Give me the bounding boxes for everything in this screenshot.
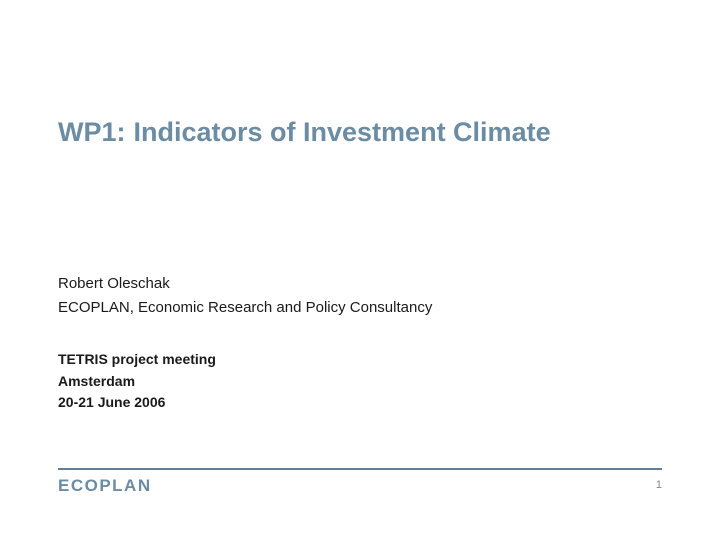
meeting-name: TETRIS project meeting — [58, 349, 662, 371]
footer-logo: ECOPLAN — [58, 476, 152, 496]
author-name: Robert Oleschak — [58, 273, 662, 296]
page-number: 1 — [656, 479, 662, 491]
organization-name: ECOPLAN, Economic Research and Policy Co… — [58, 297, 662, 320]
slide-title: WP1: Indicators of Investment Climate — [58, 116, 662, 148]
meeting-date: 20-21 June 2006 — [58, 392, 662, 414]
meeting-info-block: TETRIS project meeting Amsterdam 20-21 J… — [58, 349, 662, 414]
title-prefix: WP1: — [58, 116, 126, 148]
meeting-location: Amsterdam — [58, 371, 662, 393]
slide-container: WP1: Indicators of Investment Climate Rob… — [0, 0, 720, 540]
footer-divider — [58, 468, 662, 470]
body-text-block: Robert Oleschak ECOPLAN, Economic Resear… — [58, 273, 662, 414]
title-main: Indicators of Investment Climate — [134, 117, 551, 147]
